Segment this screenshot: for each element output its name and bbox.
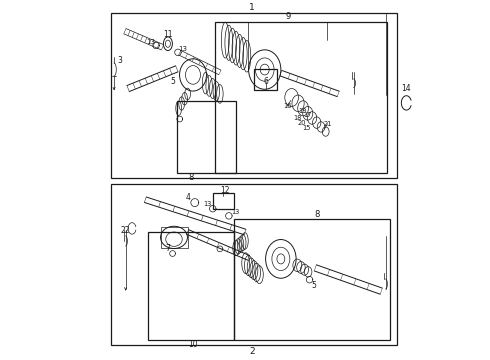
Text: 2: 2 bbox=[249, 347, 255, 356]
Text: 9: 9 bbox=[285, 12, 291, 21]
Text: 15: 15 bbox=[302, 125, 311, 131]
Text: 13: 13 bbox=[147, 39, 155, 45]
Text: 5: 5 bbox=[170, 77, 175, 86]
Text: 1: 1 bbox=[249, 3, 255, 12]
Text: 8: 8 bbox=[314, 210, 319, 219]
Text: 14: 14 bbox=[401, 84, 411, 93]
Text: 13: 13 bbox=[231, 209, 239, 215]
Bar bbox=[161, 227, 188, 248]
Text: 19: 19 bbox=[298, 108, 307, 114]
Text: 20: 20 bbox=[297, 120, 306, 126]
Text: 21: 21 bbox=[323, 121, 332, 127]
Text: 8: 8 bbox=[189, 173, 194, 182]
Text: 22: 22 bbox=[120, 226, 130, 235]
Bar bbox=[111, 184, 397, 345]
Bar bbox=[254, 69, 277, 90]
Text: 18: 18 bbox=[293, 115, 301, 121]
Text: 4: 4 bbox=[186, 193, 191, 202]
Bar bbox=[111, 13, 397, 178]
Bar bbox=[215, 22, 387, 173]
Bar bbox=[234, 220, 390, 339]
Text: 6: 6 bbox=[263, 77, 268, 86]
Text: 5: 5 bbox=[312, 280, 317, 289]
Text: 12: 12 bbox=[220, 185, 230, 194]
Bar bbox=[148, 232, 234, 339]
Text: 3: 3 bbox=[118, 56, 122, 65]
Text: 7: 7 bbox=[166, 244, 171, 253]
Text: 16: 16 bbox=[283, 103, 292, 109]
Bar bbox=[177, 101, 236, 173]
Text: 17: 17 bbox=[304, 112, 312, 118]
Text: 11: 11 bbox=[164, 30, 173, 39]
Text: 13: 13 bbox=[203, 201, 212, 207]
Text: 10: 10 bbox=[188, 340, 198, 349]
Bar bbox=[213, 193, 234, 209]
Text: 13: 13 bbox=[178, 46, 188, 53]
